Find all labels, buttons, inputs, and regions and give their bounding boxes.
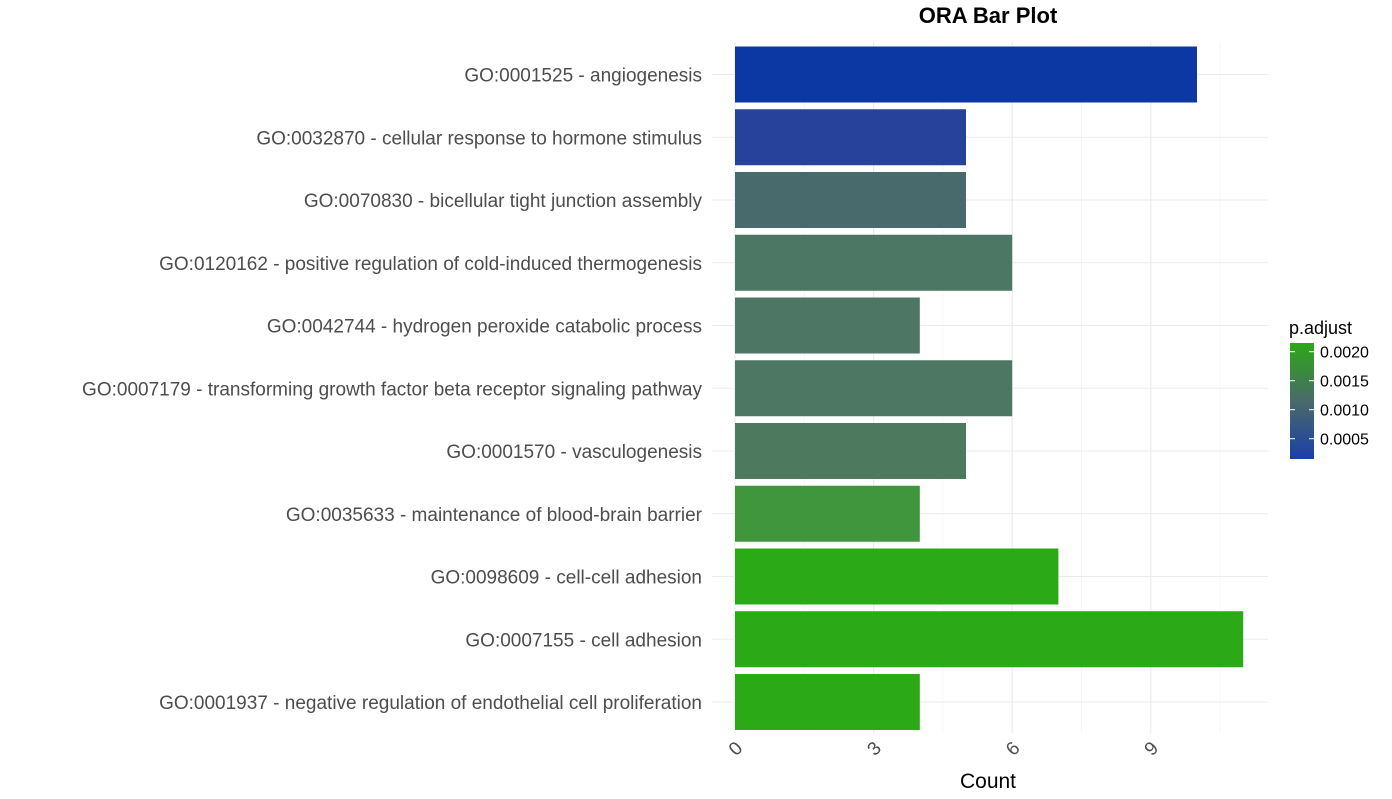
category-label: GO:0001937 - negative regulation of endo… bbox=[159, 693, 702, 714]
legend-tick-label: 0.0005 bbox=[1320, 432, 1369, 449]
category-label: GO:0070830 - bicellular tight junction a… bbox=[304, 191, 703, 212]
legend-ticks: 0.0005 0.0010 0.0015 0.0020 bbox=[1290, 345, 1369, 449]
bar bbox=[735, 485, 920, 542]
legend-colorbar bbox=[1290, 343, 1314, 459]
bar bbox=[735, 234, 1013, 291]
bar bbox=[735, 548, 1059, 605]
chart-title: ORA Bar Plot bbox=[919, 3, 1058, 28]
category-label: GO:0001525 - angiogenesis bbox=[464, 66, 702, 87]
legend-tick-label: 0.0015 bbox=[1320, 374, 1369, 391]
category-labels: GO:0001525 - angiogenesis GO:0032870 - ce… bbox=[82, 66, 703, 715]
category-label: GO:0035633 - maintenance of blood-brain … bbox=[286, 505, 703, 526]
x-tick-label: 0 bbox=[725, 738, 747, 760]
bar bbox=[735, 423, 966, 479]
legend-tick-label: 0.0010 bbox=[1320, 403, 1369, 420]
category-label: GO:0001570 - vasculogenesis bbox=[446, 442, 702, 463]
legend-title: p.adjust bbox=[1289, 318, 1352, 338]
bar bbox=[735, 674, 920, 730]
category-label: GO:0007155 - cell adhesion bbox=[465, 630, 702, 651]
legend-tick-label: 0.0020 bbox=[1320, 345, 1369, 362]
bar bbox=[735, 611, 1244, 668]
bars bbox=[735, 46, 1244, 730]
category-label: GO:0120162 - positive regulation of cold… bbox=[159, 254, 702, 275]
bar bbox=[735, 172, 966, 228]
bar bbox=[735, 109, 966, 166]
x-tick-label: 3 bbox=[864, 738, 886, 760]
legend: p.adjust 0.0005 0.0010 0.0015 0.0020 bbox=[1289, 318, 1369, 459]
x-tick-label: 6 bbox=[1002, 738, 1024, 760]
x-tick-label: 9 bbox=[1141, 738, 1163, 760]
category-label: GO:0098609 - cell-cell adhesion bbox=[431, 568, 702, 589]
bar bbox=[735, 46, 1197, 103]
category-label: GO:0007179 - transforming growth factor … bbox=[82, 379, 702, 400]
x-axis-ticks: 0 3 6 9 bbox=[725, 738, 1163, 760]
bar bbox=[735, 297, 920, 354]
category-label: GO:0042744 - hydrogen peroxide catabolic… bbox=[267, 317, 702, 338]
x-axis-title: Count bbox=[960, 770, 1016, 793]
bar bbox=[735, 360, 1013, 417]
category-label: GO:0032870 - cellular response to hormon… bbox=[256, 128, 702, 149]
